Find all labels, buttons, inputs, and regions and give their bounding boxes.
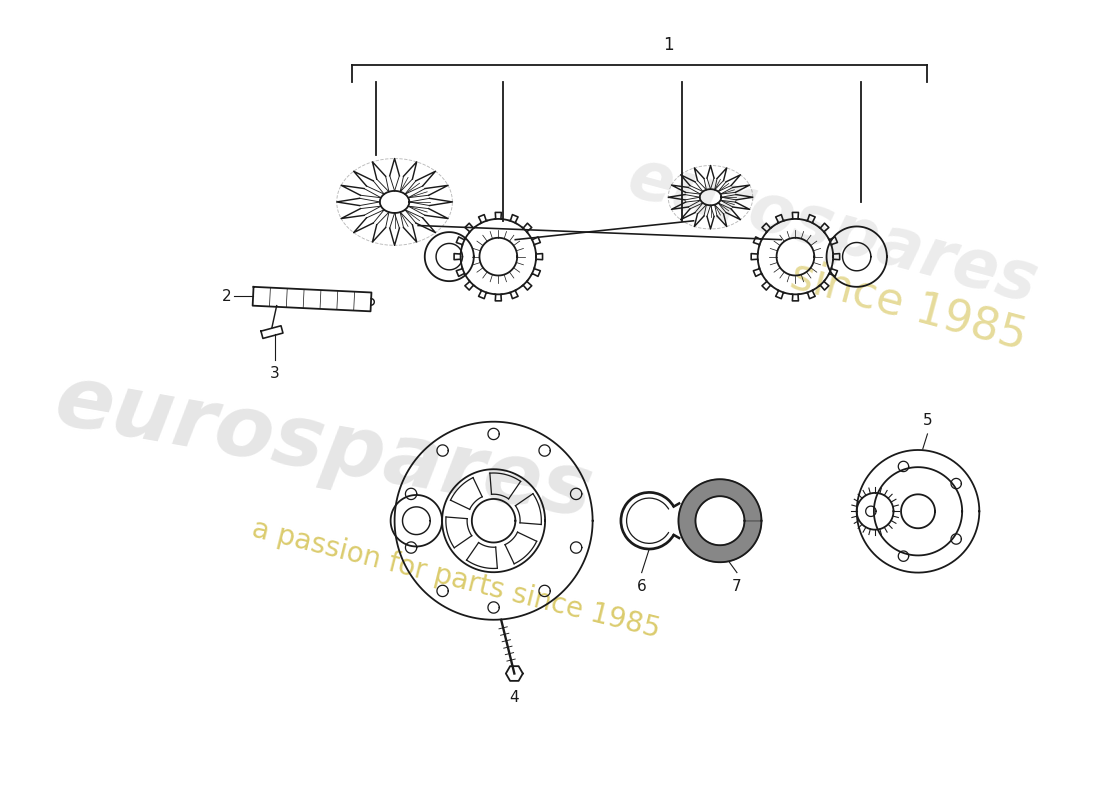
Text: 2: 2: [222, 289, 231, 304]
Text: since 1985: since 1985: [785, 254, 1032, 358]
Text: a passion for parts since 1985: a passion for parts since 1985: [249, 515, 663, 643]
Text: 5: 5: [923, 414, 933, 428]
Text: eurospares: eurospares: [621, 144, 1045, 317]
Text: 7: 7: [733, 579, 741, 594]
Text: eurospares: eurospares: [48, 359, 600, 535]
Text: 3: 3: [270, 366, 279, 381]
Text: 6: 6: [637, 579, 647, 594]
Text: 1: 1: [663, 36, 673, 54]
Polygon shape: [679, 479, 761, 562]
Text: 4: 4: [509, 690, 519, 706]
